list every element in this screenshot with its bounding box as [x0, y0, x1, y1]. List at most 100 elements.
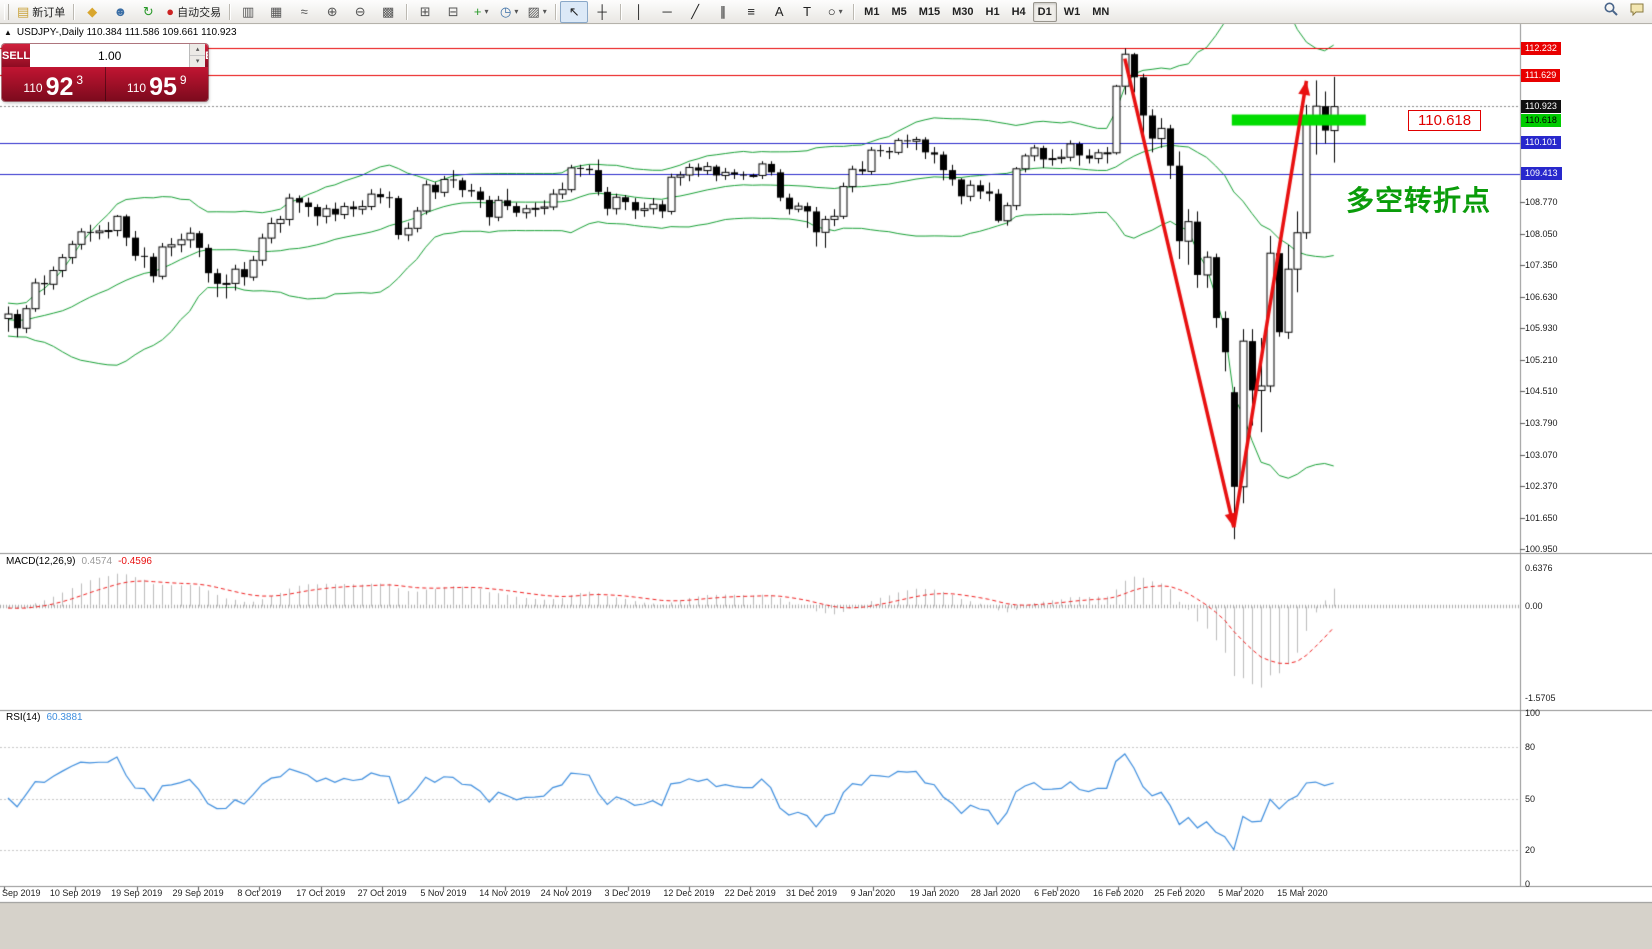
text-button[interactable]: A: [765, 1, 793, 23]
toolbar-separator: [853, 3, 855, 20]
timeframe-m5-label: M5: [891, 5, 907, 18]
zoom-out-icon: ⊖: [354, 4, 366, 19]
chart-ohlc-header: ▲ USDJPY-,Daily 110.384 111.586 109.661 …: [4, 27, 237, 38]
zoom-in-button[interactable]: ⊕: [318, 1, 346, 23]
cursor-button[interactable]: ↖: [560, 0, 589, 23]
line-chart-button[interactable]: ≈: [290, 1, 318, 23]
timeframe-m1-label: M1: [864, 5, 880, 18]
autotrading-button-label: 自动交易: [177, 6, 222, 19]
navigator-button[interactable]: ☻: [106, 1, 134, 23]
volume-spinner: ▴ ▾: [189, 44, 206, 67]
timeframe-m5[interactable]: M5: [886, 2, 911, 22]
new-order-button-label: 新订单: [32, 6, 66, 19]
cursor-icon: ↖: [568, 4, 580, 19]
vertical-line-button[interactable]: │: [625, 1, 653, 23]
grid-icon: ▩: [382, 4, 395, 19]
chevron-down-icon: ▾: [838, 7, 843, 16]
cascade-windows-button[interactable]: ⊟: [439, 1, 467, 23]
tile-windows-button[interactable]: ⊞: [411, 1, 439, 23]
macd-signal-value: -0.4596: [118, 556, 152, 567]
toolbar-right: [1600, 1, 1648, 22]
lot-box: ▴ ▾: [30, 44, 206, 67]
support-level-label[interactable]: 110.618: [1408, 110, 1482, 131]
line-chart-icon: ≈: [300, 4, 308, 19]
toolbar-separator: [73, 3, 75, 20]
timeframe-m30-label: M30: [952, 5, 974, 18]
zoom-in-icon: ⊕: [326, 4, 338, 19]
bar-chart-icon: ▥: [242, 4, 255, 19]
trade-panel-toggle-icon[interactable]: ▲: [4, 28, 12, 37]
chevron-down-icon: ▾: [514, 7, 519, 16]
trendline-icon: ╱: [691, 4, 700, 19]
rsi-indicator-label: RSI(14) 60.3881: [6, 712, 83, 723]
volume-input[interactable]: [30, 44, 190, 67]
chevron-down-icon: ▾: [542, 7, 547, 16]
macd-indicator-label: MACD(12,26,9) 0.4574 -0.4596: [6, 556, 152, 567]
clock-icon: ◷: [499, 4, 512, 19]
rsi-name: RSI(14): [6, 712, 41, 723]
timeframe-w1[interactable]: W1: [1059, 2, 1086, 22]
timeframe-m1[interactable]: M1: [859, 2, 884, 22]
timeframe-w1-label: W1: [1063, 5, 1081, 18]
text-label-button[interactable]: T: [793, 1, 821, 23]
timeframe-m15-label: M15: [918, 5, 941, 18]
toolbar-grip[interactable]: [4, 3, 9, 20]
sell-price-figure: 110: [23, 81, 43, 95]
autotrading-button[interactable]: ● 自动交易: [162, 1, 225, 23]
channel-button[interactable]: ∥: [709, 1, 737, 23]
timeframe-h4-label: H4: [1011, 5, 1026, 18]
volume-up-icon[interactable]: ▴: [190, 44, 206, 56]
market-watch-button[interactable]: ◆: [78, 1, 106, 23]
magnifier-icon: [1603, 1, 1619, 22]
autotrading-icon: ●: [166, 4, 175, 19]
volume-down-icon[interactable]: ▾: [190, 56, 206, 67]
crosshair-button[interactable]: ┼: [588, 1, 616, 23]
timeframe-m30[interactable]: M30: [947, 2, 978, 22]
vertical-line-icon: │: [635, 4, 644, 19]
fibonacci-button[interactable]: ≡: [737, 1, 765, 23]
bar-chart-button[interactable]: ▥: [234, 1, 262, 23]
template-icon: ▨: [527, 4, 540, 19]
candlestick-chart-button[interactable]: ▦: [262, 1, 290, 23]
toolbar-separator: [229, 3, 231, 20]
one-click-trade-panel: SELL ▴ ▾ BUY 110 92 3 110 95 9: [2, 44, 208, 101]
timeframe-mn-label: MN: [1092, 5, 1110, 18]
horizontal-line-button[interactable]: ─: [653, 1, 681, 23]
timeframe-d1-label: D1: [1037, 5, 1052, 18]
new-order-icon: ▤: [17, 4, 30, 19]
text-label-icon: T: [803, 4, 812, 19]
templates-button[interactable]: ▨ ▾: [523, 1, 551, 23]
search-chart-button[interactable]: [1600, 1, 1622, 22]
horizontal-line-icon: ─: [662, 4, 672, 19]
refresh-button[interactable]: ↻: [134, 1, 162, 23]
timeframe-mn[interactable]: MN: [1087, 2, 1114, 22]
chat-bubble-icon: [1629, 1, 1645, 22]
turning-point-annotation: 多空转折点: [1346, 185, 1492, 216]
sell-price-pip: 3: [76, 73, 84, 87]
diamond-icon: ◆: [87, 4, 98, 19]
timeframe-h1[interactable]: H1: [981, 2, 1005, 22]
shapes-button[interactable]: ○ ▾: [821, 1, 849, 23]
chevron-down-icon: ▾: [484, 7, 489, 16]
toolbar-separator: [555, 3, 557, 20]
buy-button[interactable]: BUY: [205, 44, 208, 67]
cascade-windows-icon: ⊟: [447, 4, 459, 19]
indicators-button[interactable]: + ▾: [467, 1, 495, 23]
grid-button[interactable]: ▩: [374, 1, 402, 23]
periods-button[interactable]: ◷ ▾: [495, 1, 523, 23]
new-order-button[interactable]: ▤ 新订单: [13, 1, 69, 23]
sell-button[interactable]: SELL: [2, 44, 31, 67]
timeframe-h4[interactable]: H4: [1007, 2, 1031, 22]
chat-button[interactable]: [1626, 1, 1648, 22]
text-icon: A: [774, 4, 784, 19]
trendline-button[interactable]: ╱: [681, 1, 709, 23]
buy-price[interactable]: 110 95 9: [104, 67, 209, 101]
timeframe-m15[interactable]: M15: [914, 2, 945, 22]
zoom-out-button[interactable]: ⊖: [346, 1, 374, 23]
fibonacci-icon: ≡: [747, 4, 755, 19]
toolbar: ▤ 新订单 ◆ ☻ ↻ ● 自动交易 ▥ ▦ ≈ ⊕ ⊖ ▩ ⊞ ⊟ + ▾ ◷ ▾ ▨ ▾ ↖ ┼ │ ─ ╱ ∥ ≡ A T ○ ▾ M1 M…: [0, 0, 1652, 24]
timeframe-d1[interactable]: D1: [1032, 1, 1057, 22]
sell-price[interactable]: 110 92 3: [2, 67, 105, 101]
